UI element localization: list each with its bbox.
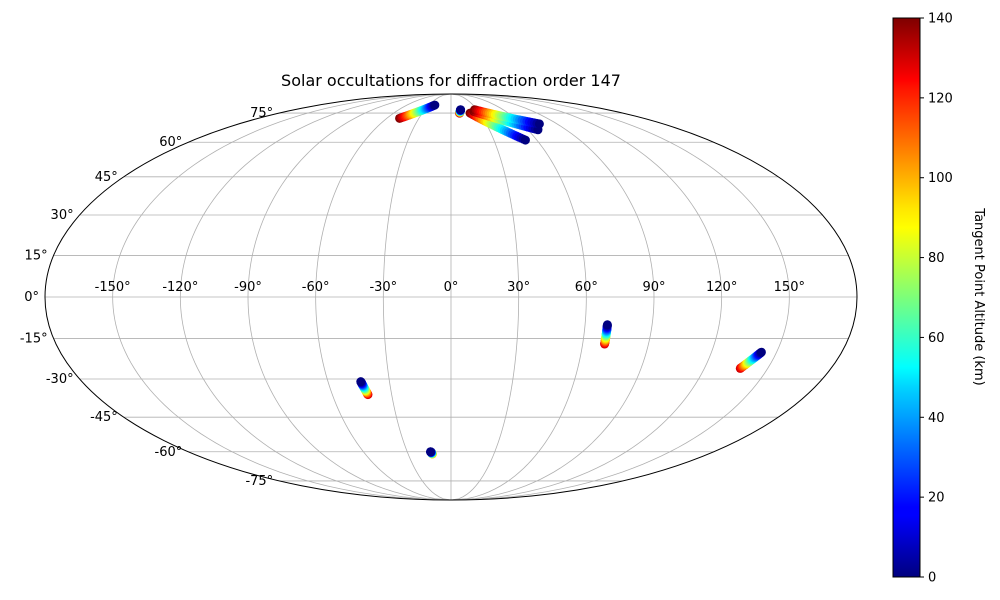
occultation-point — [426, 447, 436, 457]
occultation-point — [430, 100, 440, 110]
colorbar: 0 20 40 60 80 100 120 140 Tangent Point Altitud… — [892, 12, 986, 586]
longitude-tick-label: -120° — [162, 280, 198, 295]
latitude-tick-label: 30° — [51, 208, 74, 223]
occultation-point — [356, 377, 366, 387]
longitude-gridline — [247, 94, 452, 500]
occultation-point — [602, 320, 612, 330]
colorbar-tick-label: 100 — [928, 171, 953, 186]
latitude-tick-label: -15° — [20, 332, 48, 347]
longitude-tick-label: -30° — [369, 280, 397, 295]
colorbar-ticks: 0 20 40 60 80 100 120 140 — [920, 12, 953, 586]
occultation-point — [456, 105, 466, 115]
map-grid — [45, 94, 857, 500]
colorbar-tick-label: 40 — [928, 411, 945, 426]
longitude-tick-labels: -150° -120° -90° -60° -30° 0° 30° 60° 90° 120° 150… — [95, 280, 805, 295]
longitude-gridline — [450, 94, 723, 500]
colorbar-gradient — [892, 17, 921, 578]
latitude-tick-label: 45° — [95, 170, 118, 185]
longitude-tick-label: 90° — [642, 280, 665, 295]
longitude-tick-label: 150° — [774, 280, 805, 295]
occultation-points — [356, 100, 766, 459]
latitude-tick-label: -30° — [46, 372, 74, 387]
longitude-gridline — [112, 94, 452, 500]
occultation-point — [534, 119, 544, 129]
colorbar-tick-label: 120 — [928, 91, 953, 106]
longitude-tick-label: -60° — [302, 280, 330, 295]
colorbar-tick-label: 80 — [928, 251, 945, 266]
longitude-gridline — [450, 94, 520, 500]
occultation-point — [520, 135, 530, 145]
latitude-tick-label: 75° — [250, 106, 273, 121]
latitude-tick-label: 60° — [159, 135, 182, 150]
colorbar-tick-label: 0 — [928, 571, 936, 586]
longitude-tick-label: 0° — [444, 280, 459, 295]
occultation-point — [756, 347, 766, 357]
longitude-tick-label: -150° — [95, 280, 131, 295]
longitude-gridline — [450, 94, 587, 500]
longitude-tick-label: -90° — [234, 280, 262, 295]
longitude-tick-label: 120° — [706, 280, 737, 295]
longitude-tick-label: 60° — [575, 280, 598, 295]
longitude-gridline — [179, 94, 452, 500]
colorbar-tick-label: 140 — [928, 12, 953, 27]
latitude-tick-label: -45° — [90, 410, 118, 425]
longitude-gridline — [382, 94, 452, 500]
longitude-gridline — [450, 94, 655, 500]
colorbar-tick-label: 60 — [928, 331, 945, 346]
latitude-tick-label: -75° — [245, 474, 273, 489]
latitude-tick-labels: -75° -60° -45° -30° -15° 0° 15° 30° 45° 60° 75° — [20, 106, 273, 489]
longitude-tick-label: 30° — [507, 280, 530, 295]
latitude-tick-label: 0° — [24, 290, 39, 305]
colorbar-label: Tangent Point Altitude (km) — [971, 207, 986, 385]
chart-title: Solar occultations for diffraction order… — [281, 71, 621, 90]
longitude-gridline — [315, 94, 452, 500]
latitude-tick-label: 15° — [25, 248, 48, 263]
colorbar-tick-label: 20 — [928, 491, 945, 506]
longitude-gridline — [450, 94, 790, 500]
latitude-tick-label: -60° — [155, 445, 183, 460]
map-outline — [44, 93, 858, 501]
